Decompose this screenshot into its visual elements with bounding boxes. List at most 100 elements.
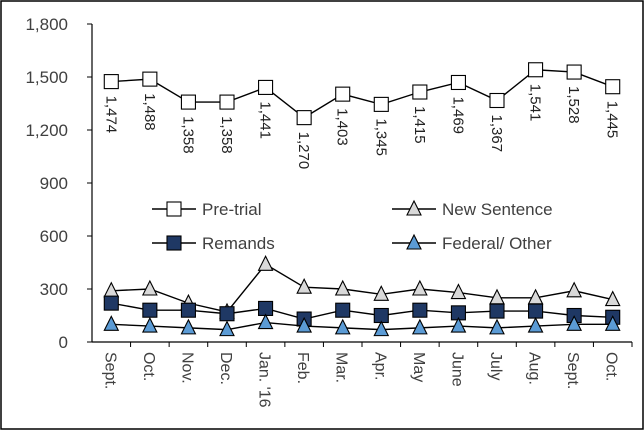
data-point [411, 279, 428, 296]
x-tick-label: Dec. [217, 352, 234, 385]
x-tick-label: Nov. [178, 352, 195, 384]
data-label: 1,270 [295, 132, 312, 170]
data-label: 1,469 [449, 96, 466, 134]
x-tick-label: Aug. [526, 352, 543, 385]
data-point [450, 283, 467, 300]
data-point [489, 92, 505, 109]
x-tick-label: Feb. [294, 352, 311, 384]
data-point [528, 62, 544, 78]
x-tick-label: May [410, 352, 427, 382]
data-label: 1,358 [179, 116, 196, 154]
axes: 0 300 600 900 1,200 1,500 1,800 Sept. Oct. Nov. De… [25, 15, 633, 408]
legend-entry: Federal/ Other [392, 233, 552, 253]
data-point [257, 313, 274, 330]
data-label: 1,345 [372, 118, 389, 156]
data-point [296, 110, 312, 126]
legend-entry: New Sentence [392, 199, 553, 219]
data-point [141, 316, 158, 333]
x-tick-label: Jan. '16 [256, 352, 273, 408]
data-point [489, 303, 505, 319]
x-tick-label: July [487, 352, 504, 380]
data-label: 1,415 [411, 106, 428, 144]
data-point [219, 320, 235, 337]
data-point [335, 302, 351, 318]
data-point [258, 79, 274, 95]
data-point [257, 255, 274, 271]
data-point [296, 278, 313, 294]
legend-entry: Remands [152, 234, 275, 253]
data-point [296, 316, 313, 333]
data-label: 1,528 [565, 86, 582, 124]
data-point [373, 96, 389, 112]
x-tick-label: Apr. [371, 352, 388, 380]
data-point [219, 94, 235, 110]
data-point [335, 86, 351, 102]
data-point [141, 279, 158, 296]
legend-marker [166, 235, 182, 251]
legend-marker [406, 199, 422, 216]
data-point [605, 79, 621, 95]
legend-entry: Pre-trial [152, 200, 262, 219]
data-label: 1,541 [527, 84, 544, 122]
data-point [412, 84, 428, 100]
x-tick-label: Mar. [333, 352, 350, 383]
data-point [334, 279, 351, 296]
data-label: 1,474 [102, 96, 119, 134]
data-point [604, 315, 621, 331]
y-tick-label: 1,200 [25, 121, 68, 140]
data-point [258, 300, 274, 316]
y-tick-label: 1,500 [25, 68, 68, 87]
data-label: 1,445 [604, 101, 621, 139]
data-label: 1,441 [257, 101, 274, 139]
data-point [142, 71, 158, 87]
y-tick-label: 300 [40, 280, 68, 299]
data-point [450, 316, 467, 333]
data-point [334, 318, 351, 335]
series-lines [103, 62, 621, 337]
legend: Pre-trial New Sentence Remands Federal/ Oth… [152, 199, 553, 253]
data-point [566, 281, 583, 298]
data-point [373, 307, 389, 324]
legend-label: Federal/ Other [442, 234, 552, 253]
data-label: 1,358 [218, 116, 235, 154]
y-tick-label: 600 [40, 227, 68, 246]
legend-marker [166, 201, 182, 217]
series-line [111, 321, 613, 331]
data-point [219, 306, 235, 322]
data-label: 1,488 [141, 93, 158, 131]
data-point [411, 318, 428, 335]
data-point [103, 315, 120, 331]
data-point [450, 74, 466, 91]
legend-label: Pre-trial [202, 200, 262, 219]
data-point [489, 318, 505, 335]
data-point [180, 94, 196, 110]
y-tick-label: 1,800 [25, 15, 68, 34]
y-tick-label: 0 [59, 333, 68, 352]
data-point [180, 302, 196, 318]
data-point [180, 318, 197, 335]
data-point [566, 64, 582, 80]
x-tick-label: Sept. [101, 352, 118, 389]
data-point [103, 74, 119, 90]
x-tick-label: Sept. [564, 352, 581, 389]
legend-label: Remands [202, 234, 275, 253]
data-labels: 1,474 1,488 1,358 1,358 1,441 1,270 1,403 1,345… [102, 84, 620, 169]
data-point [412, 302, 428, 318]
data-label: 1,367 [488, 114, 505, 152]
x-tick-label: Oct. [140, 352, 157, 381]
y-tick-label: 900 [40, 174, 68, 193]
data-point [566, 315, 583, 331]
data-point [528, 303, 544, 319]
data-point [142, 302, 158, 318]
data-point [103, 295, 119, 311]
legend-marker [406, 233, 422, 250]
data-point [604, 290, 621, 307]
legend-label: New Sentence [442, 200, 553, 219]
data-point [373, 320, 390, 337]
x-tick-label: June [448, 352, 465, 387]
data-point [527, 316, 544, 333]
x-tick-label: Oct. [603, 352, 620, 381]
data-label: 1,403 [334, 108, 351, 146]
data-point [373, 285, 390, 301]
